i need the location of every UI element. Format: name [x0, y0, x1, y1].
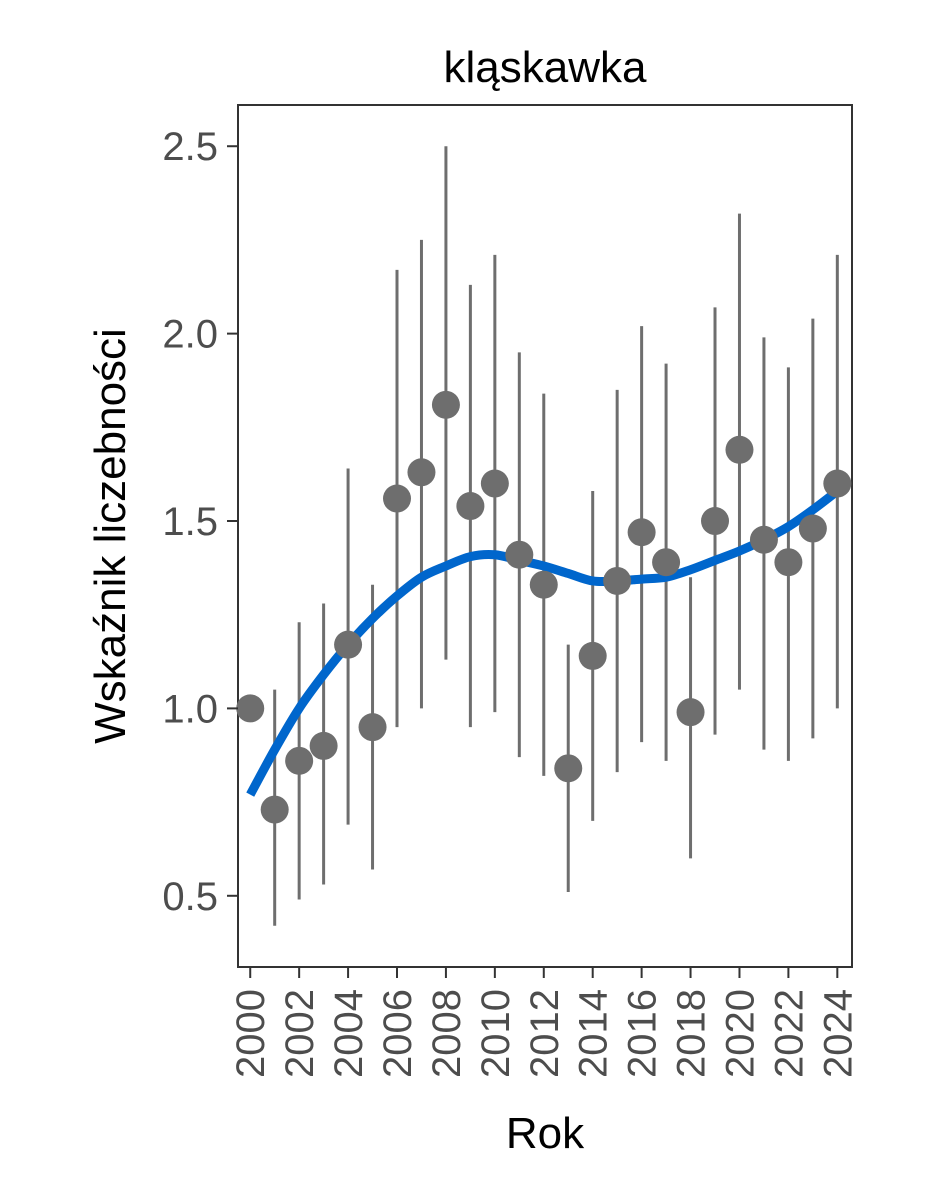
x-tick-label-2024: 2024: [816, 989, 860, 1078]
point-2022: [774, 548, 803, 577]
x-tick-label-2002: 2002: [278, 989, 322, 1078]
x-tick-label-2014: 2014: [572, 989, 616, 1078]
point-2020: [725, 435, 754, 464]
x-tick-label-2000: 2000: [229, 989, 273, 1078]
y-tick-label-0.5: 0.5: [162, 875, 218, 919]
point-2006: [383, 484, 412, 513]
point-2010: [480, 469, 509, 498]
point-2003: [309, 731, 338, 760]
y-axis: 0.5 1.0 1.5 2.0 2.5: [162, 125, 238, 919]
y-tick-label-1.0: 1.0: [162, 687, 218, 731]
point-2021: [749, 525, 778, 554]
point-2016: [627, 518, 656, 547]
point-2019: [701, 507, 730, 536]
point-2000: [236, 694, 265, 723]
y-tick-label-1.5: 1.5: [162, 500, 218, 544]
x-tick-label-2020: 2020: [718, 989, 762, 1078]
point-2009: [456, 492, 485, 521]
point-2013: [554, 754, 583, 783]
point-2007: [407, 458, 436, 487]
point-2011: [505, 540, 534, 569]
point-2014: [578, 641, 607, 670]
point-2024: [823, 469, 852, 498]
x-axis-title: Rok: [506, 1109, 585, 1158]
y-tick-label-2.5: 2.5: [162, 125, 218, 169]
chart-title: kląskawka: [444, 43, 647, 92]
point-2017: [652, 548, 681, 577]
x-tick-label-2012: 2012: [523, 989, 567, 1078]
x-tick-label-2022: 2022: [767, 989, 811, 1078]
point-2023: [798, 514, 827, 543]
data-points: [236, 390, 852, 824]
x-tick-label-2018: 2018: [670, 989, 714, 1078]
x-tick-label-2004: 2004: [327, 989, 371, 1078]
point-2004: [334, 630, 363, 659]
point-2002: [285, 746, 314, 775]
point-2008: [431, 390, 460, 419]
y-axis-title: Wskaźnik liczebności: [86, 328, 135, 744]
x-tick-label-2006: 2006: [376, 989, 420, 1078]
point-2018: [676, 698, 705, 727]
point-2015: [603, 566, 632, 595]
point-2012: [529, 570, 558, 599]
x-tick-label-2016: 2016: [621, 989, 665, 1078]
x-tick-label-2008: 2008: [425, 989, 469, 1078]
x-axis: 2000 2002 2004 2006 2008 2010 2012 2014 2016 2018…: [229, 967, 860, 1078]
point-2001: [260, 795, 289, 824]
point-2005: [358, 713, 387, 742]
x-tick-label-2010: 2010: [474, 989, 518, 1078]
y-tick-label-2.0: 2.0: [162, 313, 218, 357]
